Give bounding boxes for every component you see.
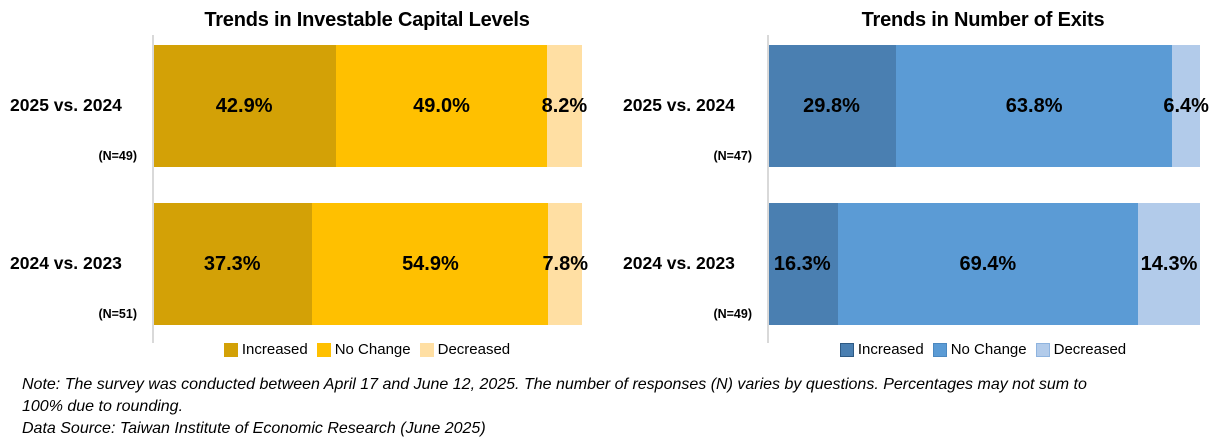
chart-row: 2025 vs. 2024 (N=49) 42.9% 49.0% 8.2% [0,45,607,167]
legend-swatch-increased [223,342,238,357]
bar-segment-decreased: 14.3% [1138,203,1200,325]
bar-segment-increased: 42.9% [152,45,337,167]
legend-label-no-change: No Change [334,341,411,358]
note-text: Note: The survey was conducted between A… [22,376,1087,415]
bar-segment-no-change: 63.8% [896,45,1173,167]
legend-label-increased: Increased [857,341,924,358]
legend-item-no-change: No Change [932,341,1027,358]
y-axis-line [767,35,769,343]
chart-investable-capital-levels: Trends in Investable Capital Levels 2025… [0,0,607,368]
bar-segment-increased: 16.3% [767,203,838,325]
bar-segment-decreased: 8.2% [542,45,587,167]
legend-swatch-no-change [932,342,947,357]
legend-label-no-change: No Change [950,341,1027,358]
legend-swatch-decreased [1035,342,1050,357]
category-label-group: 2025 vs. 2024 (N=49) [0,45,152,167]
stacked-bar: 42.9% 49.0% 8.2% [152,45,587,167]
chart-row: 2024 vs. 2023 (N=49) 16.3% 69.4% 14.3% [607,203,1215,325]
bar-segment-no-change: 54.9% [312,203,549,325]
legend-item-no-change: No Change [316,341,411,358]
bar-segment-no-change: 69.4% [837,203,1139,325]
chart-row: 2025 vs. 2024 (N=47) 29.8% 63.8% 6.4% [607,45,1215,167]
footnotes: Note: The survey was conducted between A… [0,368,1215,440]
legend-item-increased: Increased [223,341,308,358]
bar-segment-increased: 29.8% [767,45,897,167]
sample-size-label: (N=49) [98,149,137,163]
sample-size-label: (N=49) [713,307,752,321]
legend-item-decreased: Decreased [419,341,511,358]
data-source-text: Data Source: Taiwan Institute of Economi… [22,420,486,437]
legend-item-decreased: Decreased [1035,341,1127,358]
category-label: 2024 vs. 2023 [623,253,735,273]
sample-size-label: (N=51) [98,307,137,321]
category-label-group: 2024 vs. 2023 (N=51) [0,203,152,325]
legend-label-decreased: Decreased [437,341,511,358]
bar-rows: 2025 vs. 2024 (N=47) 29.8% 63.8% 6.4% 2024 vs… [607,45,1215,325]
category-label: 2024 vs. 2023 [10,253,122,273]
legend-swatch-increased [839,342,854,357]
bar-segment-no-change: 49.0% [336,45,547,167]
legend-label-increased: Increased [241,341,308,358]
category-label: 2025 vs. 2024 [10,95,122,115]
category-label-group: 2024 vs. 2023 (N=49) [607,203,767,325]
charts-row: Trends in Investable Capital Levels 2025… [0,0,1215,368]
category-label-group: 2025 vs. 2024 (N=47) [607,45,767,167]
bar-segment-increased: 37.3% [152,203,313,325]
bar-segment-decreased: 7.8% [542,203,588,325]
bar-segment-decreased: 6.4% [1163,45,1209,167]
stacked-bar: 29.8% 63.8% 6.4% [767,45,1209,167]
chart-number-of-exits: Trends in Number of Exits 2025 vs. 2024 (… [607,0,1215,368]
legend-label-decreased: Decreased [1053,341,1127,358]
bar-rows: 2025 vs. 2024 (N=49) 42.9% 49.0% 8.2% 2024 vs… [0,45,607,325]
y-axis-line [152,35,154,343]
stacked-bar: 37.3% 54.9% 7.8% [152,203,588,325]
legend-swatch-no-change [316,342,331,357]
legend: Increased No Change Decreased [152,341,582,358]
legend: Increased No Change Decreased [767,341,1199,358]
sample-size-label: (N=47) [713,149,752,163]
legend-item-increased: Increased [839,341,924,358]
chart-row: 2024 vs. 2023 (N=51) 37.3% 54.9% 7.8% [0,203,607,325]
chart-title: Trends in Investable Capital Levels [204,9,530,31]
legend-swatch-decreased [419,342,434,357]
chart-title: Trends in Number of Exits [861,9,1105,31]
category-label: 2025 vs. 2024 [623,95,735,115]
stacked-bar: 16.3% 69.4% 14.3% [767,203,1200,325]
